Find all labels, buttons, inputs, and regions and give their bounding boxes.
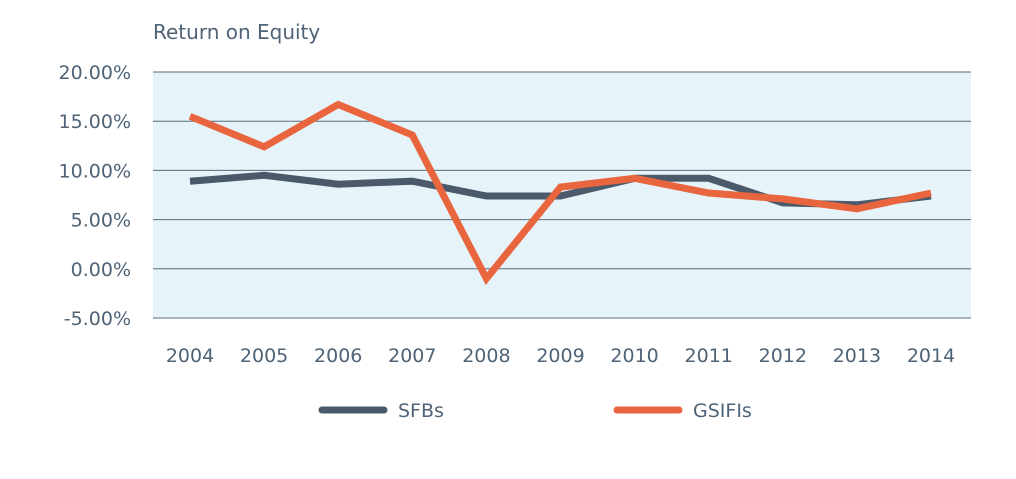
x-tick-label: 2005 bbox=[240, 345, 288, 367]
series-line-gsifis bbox=[188, 100, 932, 285]
y-tick-label: 20.00% bbox=[59, 62, 131, 84]
x-tick-label: 2013 bbox=[833, 345, 881, 367]
x-tick-label: 2012 bbox=[759, 345, 807, 367]
x-tick-label: 2008 bbox=[462, 345, 510, 367]
y-tick-label: -5.00% bbox=[64, 308, 131, 330]
chart-title: Return on Equity bbox=[153, 20, 321, 44]
y-tick-label: 10.00% bbox=[59, 160, 131, 182]
x-tick-label: 2007 bbox=[388, 345, 436, 367]
x-tick-label: 2009 bbox=[536, 345, 584, 367]
y-tick-label: 0.00% bbox=[71, 259, 131, 281]
legend-label-gsifis: GSIFIs bbox=[693, 400, 752, 422]
legend-label-sfbs: SFBs bbox=[398, 400, 444, 422]
y-tick-label: 15.00% bbox=[59, 111, 131, 133]
x-tick-label: 2011 bbox=[685, 345, 733, 367]
y-tick-label: 5.00% bbox=[71, 210, 131, 232]
x-tick-label: 2014 bbox=[907, 345, 955, 367]
x-tick-label: 2004 bbox=[166, 345, 214, 367]
x-tick-label: 2006 bbox=[314, 345, 362, 367]
x-tick-label: 2010 bbox=[610, 345, 658, 367]
